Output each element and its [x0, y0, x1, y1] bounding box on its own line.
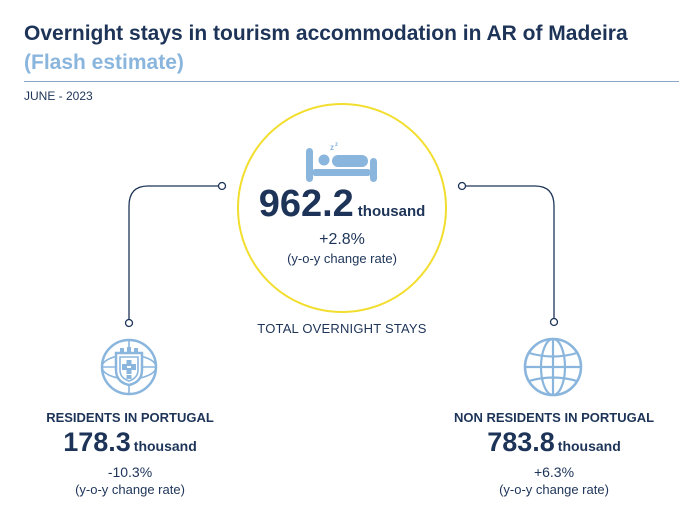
globe-icon	[523, 337, 583, 397]
total-number: 962.2	[258, 183, 354, 225]
total-value: 962.2 thousand	[230, 183, 454, 226]
svg-text:z: z	[335, 142, 338, 148]
residents-unit: thousand	[133, 438, 197, 454]
svg-text:z: z	[330, 143, 334, 152]
residents-change-note: (y-o-y change rate)	[75, 482, 185, 497]
non-residents-value: 783.8 thousand	[424, 427, 684, 458]
non-residents-label: NON RESIDENTS IN PORTUGAL	[453, 410, 655, 425]
total-change: +2.8%	[319, 231, 365, 248]
title-divider	[24, 81, 679, 82]
bed-icon: z z	[306, 142, 377, 182]
non-residents-unit: thousand	[557, 438, 621, 454]
residents-value: 178.3 thousand	[0, 427, 260, 458]
page-title: Overnight stays in tourism accommodation…	[24, 22, 628, 45]
total-unit: thousand	[357, 203, 426, 220]
period-label: JUNE - 2023	[24, 89, 93, 103]
page-subtitle: (Flash estimate)	[24, 51, 184, 74]
total-change-note: (y-o-y change rate)	[287, 251, 397, 266]
portugal-coat-of-arms-icon	[100, 338, 158, 396]
residents-label: RESIDENTS IN PORTUGAL	[46, 410, 214, 425]
total-label: TOTAL OVERNIGHT STAYS	[257, 321, 427, 336]
non-residents-change: +6.3%	[533, 464, 575, 480]
non-residents-change-note: (y-o-y change rate)	[499, 482, 609, 497]
residents-change: -10.3%	[107, 464, 153, 480]
residents-number: 178.3	[63, 427, 131, 457]
total-circle	[237, 103, 447, 313]
non-residents-number: 783.8	[487, 427, 555, 457]
